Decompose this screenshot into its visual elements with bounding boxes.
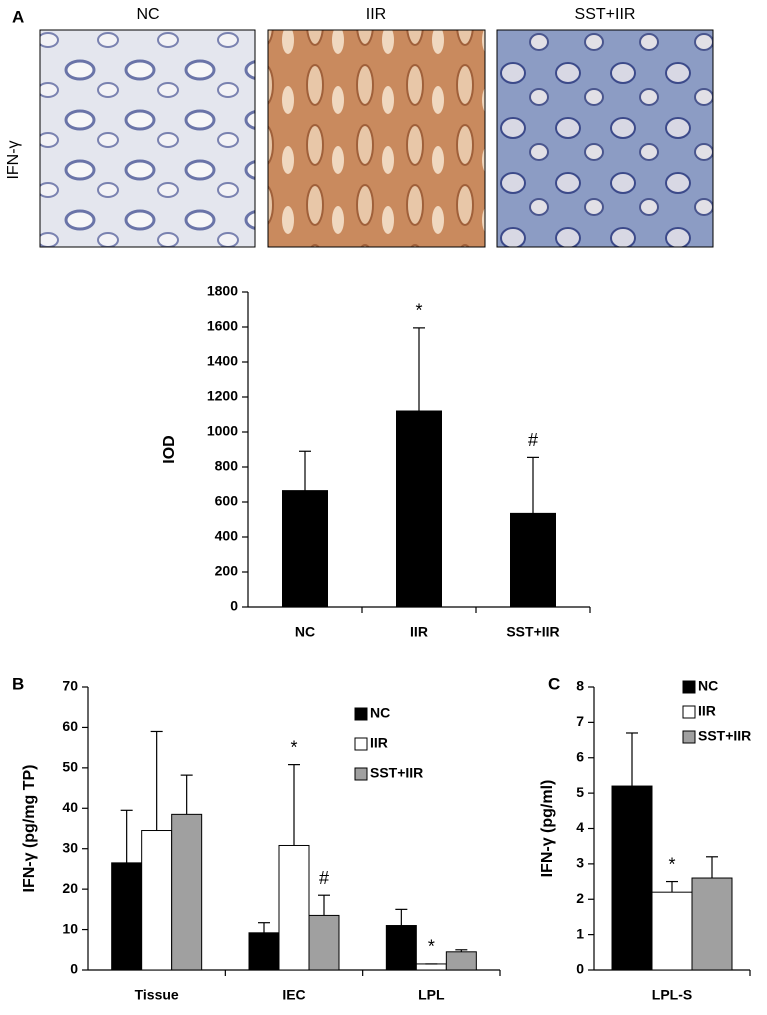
- y-axis-label: IFN-γ (pg/ml): [539, 780, 556, 878]
- y-tick-label: 1000: [207, 423, 238, 439]
- legend-swatch: [682, 730, 696, 744]
- annotation: *: [290, 737, 297, 757]
- bar: [171, 813, 203, 971]
- x-tick-label: IIR: [410, 624, 428, 640]
- y-tick-label: 8: [576, 678, 584, 694]
- y-tick-label: 70: [62, 678, 78, 694]
- bar: [611, 785, 653, 971]
- row-label: IFN-γ: [5, 140, 22, 179]
- column-label: NC: [136, 6, 159, 23]
- y-tick-label: 1400: [207, 353, 238, 369]
- y-tick-label: 4: [576, 819, 584, 835]
- y-tick-label: 30: [62, 839, 78, 855]
- x-tick-label: Tissue: [135, 987, 179, 1003]
- bar: [278, 844, 310, 971]
- y-tick-label: 40: [62, 799, 78, 815]
- y-tick-label: 600: [215, 493, 239, 509]
- legend-label: NC: [698, 678, 718, 694]
- y-tick-label: 0: [576, 961, 584, 977]
- bar: [248, 932, 280, 971]
- y-tick-label: 1600: [207, 318, 238, 334]
- x-tick-label: LPL: [418, 987, 445, 1003]
- bar: [445, 951, 477, 971]
- legend-swatch: [682, 705, 696, 719]
- column-label: SST+IIR: [575, 6, 636, 23]
- column-label: IIR: [366, 6, 386, 23]
- panel-label: A: [12, 7, 24, 26]
- annotation: #: [319, 868, 329, 888]
- bar: [111, 862, 143, 971]
- y-tick-label: 5: [576, 784, 584, 800]
- y-tick-label: 1200: [207, 388, 238, 404]
- y-axis-label: IFN-γ (pg/mg TP): [21, 765, 38, 893]
- bar: [282, 490, 328, 608]
- panel-label: C: [548, 674, 560, 693]
- x-tick-label: SST+IIR: [506, 624, 559, 640]
- y-tick-label: 1: [576, 925, 584, 941]
- legend-label: SST+IIR: [370, 765, 423, 781]
- legend-label: NC: [370, 705, 390, 721]
- y-axis-label: IOD: [161, 435, 178, 463]
- x-tick-label: LPL-S: [652, 987, 692, 1003]
- annotation: #: [528, 430, 538, 450]
- y-tick-label: 7: [576, 713, 584, 729]
- bar: [141, 830, 173, 971]
- legend-label: SST+IIR: [698, 728, 751, 744]
- annotation: *: [668, 854, 675, 874]
- bar: [651, 891, 693, 971]
- y-tick-label: 20: [62, 880, 78, 896]
- y-tick-label: 6: [576, 748, 584, 764]
- panel-label: B: [12, 674, 24, 693]
- legend-swatch: [682, 680, 696, 694]
- x-tick-label: NC: [295, 624, 315, 640]
- bar: [510, 512, 556, 608]
- annotation: *: [415, 301, 422, 321]
- y-tick-label: 400: [215, 528, 239, 544]
- y-tick-label: 60: [62, 718, 78, 734]
- micrograph: [39, 29, 256, 248]
- bar: [691, 877, 733, 971]
- bar: [415, 963, 447, 971]
- legend-label: IIR: [370, 735, 388, 751]
- y-tick-label: 200: [215, 563, 239, 579]
- y-tick-label: 2: [576, 890, 584, 906]
- y-tick-label: 0: [230, 598, 238, 614]
- x-tick-label: IEC: [282, 987, 305, 1003]
- y-tick-label: 0: [70, 961, 78, 977]
- bar: [308, 914, 340, 971]
- legend-swatch: [354, 737, 368, 751]
- y-tick-label: 50: [62, 759, 78, 775]
- bar: [385, 925, 417, 971]
- legend-swatch: [354, 767, 368, 781]
- y-tick-label: 800: [215, 458, 239, 474]
- legend-swatch: [354, 707, 368, 721]
- annotation: *: [428, 937, 435, 957]
- y-tick-label: 1800: [207, 283, 238, 299]
- micrograph: [267, 29, 486, 248]
- legend-label: IIR: [698, 703, 716, 719]
- micrograph: [496, 29, 714, 248]
- y-tick-label: 3: [576, 855, 584, 871]
- bar: [396, 410, 442, 608]
- y-tick-label: 10: [62, 920, 78, 936]
